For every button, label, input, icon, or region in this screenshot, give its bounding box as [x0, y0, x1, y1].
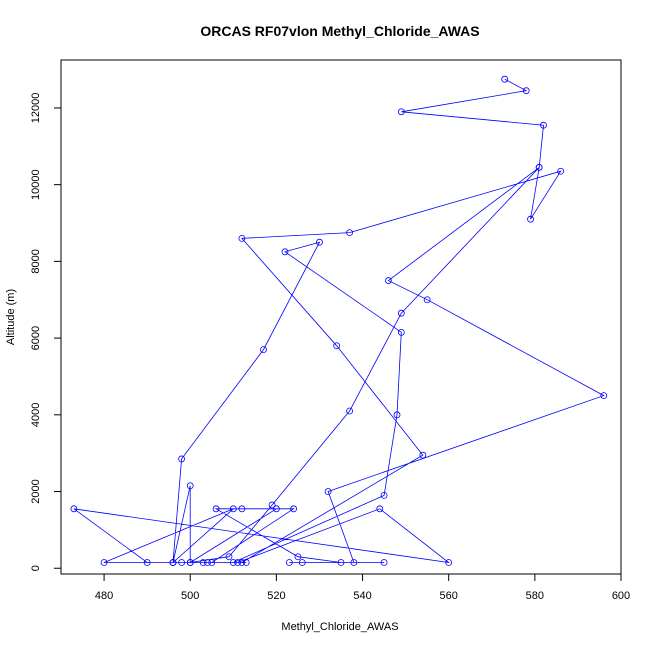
data-point — [540, 121, 547, 129]
data-point — [397, 328, 405, 336]
data-point — [100, 559, 108, 566]
data-point — [186, 482, 194, 490]
data-point — [242, 559, 250, 566]
data-point — [346, 229, 354, 237]
x-tick-label: 560 — [440, 590, 458, 602]
data-point — [419, 451, 427, 459]
data-point — [380, 559, 388, 566]
data-point — [199, 559, 207, 566]
data-point — [397, 108, 405, 116]
data-point — [333, 342, 341, 350]
x-tick-label: 540 — [353, 590, 371, 602]
data-point — [234, 559, 242, 566]
data-layer — [70, 75, 608, 566]
x-tick-label: 500 — [181, 590, 199, 602]
data-point — [600, 392, 608, 400]
x-tick-label: 580 — [526, 590, 544, 602]
x-tick-label: 520 — [267, 590, 285, 602]
x-tick-label: 480 — [95, 590, 113, 602]
data-point — [501, 75, 509, 83]
data-point — [346, 407, 354, 415]
data-point — [393, 411, 401, 419]
data-point — [143, 559, 151, 566]
plot-frame — [60, 59, 622, 575]
data-point — [522, 87, 530, 95]
y-tick-label: 4000 — [30, 403, 42, 427]
data-point — [423, 296, 431, 304]
data-point — [445, 559, 453, 566]
data-point — [268, 501, 276, 509]
data-point — [208, 559, 216, 566]
chart-title: ORCAS RF07vlon Methyl_Chloride_AWAS — [200, 23, 479, 39]
y-tick-label: 12000 — [30, 93, 42, 124]
data-point — [337, 559, 345, 566]
data-point — [178, 559, 186, 566]
data-point — [380, 491, 388, 499]
data-point — [70, 505, 78, 513]
data-point — [324, 488, 332, 495]
x-axis-label: Methyl_Chloride_AWAS — [281, 621, 398, 633]
data-point — [169, 559, 177, 566]
y-tick-label: 2000 — [30, 479, 42, 503]
y-tick-label: 6000 — [30, 326, 42, 350]
data-point — [229, 505, 237, 513]
series-line — [73, 78, 605, 564]
data-point — [535, 164, 543, 171]
data-point — [238, 234, 246, 242]
data-point — [397, 309, 405, 317]
data-point — [281, 248, 289, 256]
data-point — [298, 559, 306, 566]
data-point — [178, 455, 186, 463]
data-point — [238, 505, 246, 513]
y-tick-label: 8000 — [30, 249, 42, 273]
data-point — [294, 553, 302, 561]
data-point — [376, 505, 384, 513]
y-tick-label: 10000 — [30, 169, 42, 200]
data-point — [229, 559, 237, 566]
data-point — [260, 346, 267, 354]
data-point — [204, 559, 211, 566]
data-point — [557, 167, 565, 175]
x-tick-label: 600 — [612, 590, 630, 602]
data-point — [527, 215, 534, 223]
data-point — [272, 505, 280, 513]
data-point — [350, 559, 358, 566]
data-point — [384, 277, 392, 284]
data-point — [316, 238, 323, 246]
data-point — [225, 553, 233, 561]
data-point — [212, 505, 220, 513]
data-point — [238, 559, 246, 566]
data-point — [290, 505, 298, 513]
data-point — [285, 559, 293, 566]
x-axis: 480 500 520 540 560 580 600 — [95, 573, 630, 602]
y-axis-label: Altitude (m) — [5, 289, 17, 345]
y-tick-label: 0 — [30, 565, 42, 571]
y-axis: 0 2000 4000 6000 8000 10000 12000 — [30, 93, 62, 571]
data-point — [186, 559, 194, 566]
